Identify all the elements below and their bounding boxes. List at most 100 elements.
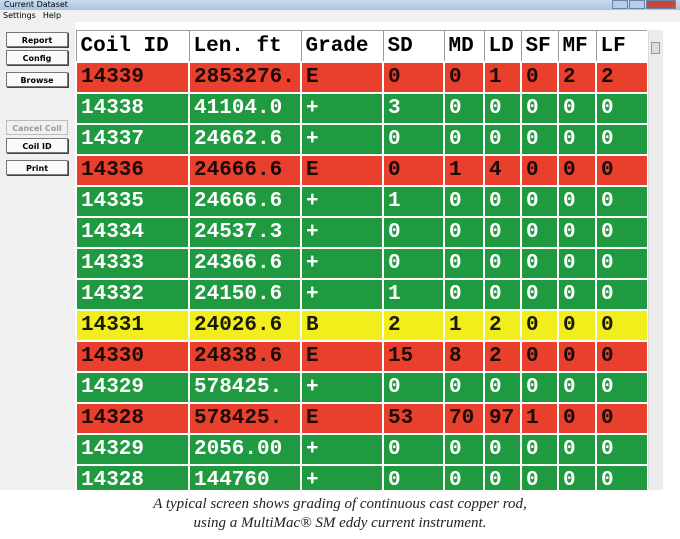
- table-cell: 0: [557, 216, 597, 249]
- table-cell: 144760: [188, 464, 302, 490]
- table-cell: 0: [382, 247, 445, 280]
- column-header[interactable]: Len. ft: [188, 30, 302, 63]
- close[interactable]: [646, 0, 676, 9]
- table-cell: +: [300, 278, 384, 311]
- side-panel: Report Config Browse Cancel Coil Coil ID Prin…: [0, 22, 75, 490]
- title-bar: Current Dataset: [0, 0, 680, 10]
- table-row[interactable]: 14339 2853276. E 0 0 1 0 2 2: [75, 61, 647, 94]
- table-cell: 578425.: [188, 371, 302, 404]
- table-cell: 3: [382, 92, 445, 125]
- table-cell: 0: [382, 371, 445, 404]
- column-header[interactable]: Grade: [300, 30, 384, 63]
- table-cell: 0: [557, 247, 597, 280]
- table-cell: +: [300, 247, 384, 280]
- table-cell: 0: [382, 433, 445, 466]
- table-cell: 14330: [75, 340, 190, 373]
- table-row[interactable]: 14336 24666.6 E 0 1 4 0 0 0: [75, 154, 647, 187]
- table-cell: 0: [443, 61, 485, 94]
- table-cell: 14332: [75, 278, 190, 311]
- scrollbar[interactable]: [648, 30, 663, 490]
- table-cell: 0: [483, 433, 522, 466]
- table-cell: 0: [557, 402, 597, 435]
- table-cell: 0: [483, 123, 522, 156]
- column-header[interactable]: LF: [595, 30, 647, 63]
- table-cell: 0: [443, 464, 485, 490]
- table-cell: 0: [557, 464, 597, 490]
- table-cell: 24662.6: [188, 123, 302, 156]
- table-cell: 0: [382, 154, 445, 187]
- column-header[interactable]: MF: [557, 30, 597, 63]
- table-row[interactable]: 14329 2056.00 +0 0 0 0 0 0: [75, 433, 647, 466]
- window-controls: [612, 0, 676, 10]
- table-cell: 0: [595, 247, 647, 280]
- table-cell: 0: [483, 247, 522, 280]
- menu-item[interactable]: Settings: [3, 11, 36, 20]
- table-cell: 15: [382, 340, 445, 373]
- table-cell: 0: [382, 123, 445, 156]
- table-cell: B: [300, 309, 384, 342]
- column-header[interactable]: SD: [382, 30, 445, 63]
- table-cell: 0: [595, 371, 647, 404]
- table-row[interactable]: 14328 144760 +0 0 0 0 0 0: [75, 464, 647, 490]
- table-cell: 24366.6: [188, 247, 302, 280]
- table-cell: 4: [483, 154, 522, 187]
- table-row[interactable]: 14331 24026.6 B 2 1 2 0 0 0: [75, 309, 647, 342]
- table-cell: 0: [557, 433, 597, 466]
- table-row[interactable]: 14330 24838.6 E 15 8 2 0 0 0: [75, 340, 647, 373]
- table-cell: 24838.6: [188, 340, 302, 373]
- table-cell: 1: [483, 61, 522, 94]
- table-cell: 0: [443, 216, 485, 249]
- table-cell: 14337: [75, 123, 190, 156]
- table-cell: 0: [443, 123, 485, 156]
- table-row[interactable]: 14332 24150.6 +1 0 0 0 0 0: [75, 278, 647, 311]
- table-row[interactable]: 14334 24537.3 +0 0 0 0 0 0: [75, 216, 647, 249]
- minimize[interactable]: [612, 0, 628, 9]
- table-cell: 0: [483, 185, 522, 218]
- table-cell: 24666.6: [188, 154, 302, 187]
- table-cell: 14333: [75, 247, 190, 280]
- table-cell: 0: [557, 309, 597, 342]
- table-cell: 14329: [75, 433, 190, 466]
- column-header[interactable]: LD: [483, 30, 522, 63]
- button[interactable]: Print: [6, 160, 68, 175]
- menu-item[interactable]: Help: [42, 11, 62, 20]
- column-header[interactable]: MD: [443, 30, 485, 63]
- column-header[interactable]: SF: [520, 30, 559, 63]
- table-cell: 0: [382, 216, 445, 249]
- button[interactable]: Report: [6, 32, 68, 47]
- table-cell: 0: [520, 185, 559, 218]
- table: Coil ID Len. ft Grade SD MD LD SF MF LF 14339 285…: [75, 30, 647, 490]
- scroll-thumb[interactable]: [651, 42, 660, 54]
- button[interactable]: Browse: [6, 72, 68, 87]
- table-cell: 0: [595, 402, 647, 435]
- table-cell: 0: [483, 371, 522, 404]
- table-row[interactable]: 14335 24666.6 +1 0 0 0 0 0: [75, 185, 647, 218]
- table-cell: 0: [595, 340, 647, 373]
- button[interactable]: Coil ID: [6, 138, 68, 153]
- table-row[interactable]: 14329 578425. +0 0 0 0 0 0: [75, 371, 647, 404]
- button[interactable]: Config: [6, 50, 68, 65]
- table-row[interactable]: 14328 578425. E 53 70 97 1 0 0: [75, 402, 647, 435]
- table-cell: 0: [520, 92, 559, 125]
- table-cell: 0: [443, 433, 485, 466]
- table-cell: 2056.00: [188, 433, 302, 466]
- table-cell: +: [300, 371, 384, 404]
- table-row[interactable]: 14337 24662.6 +0 0 0 0 0 0: [75, 123, 647, 156]
- table-cell: 0: [483, 92, 522, 125]
- column-header[interactable]: Coil ID: [75, 30, 190, 63]
- table-cell: 0: [557, 92, 597, 125]
- table-row[interactable]: 14333 24366.6 +0 0 0 0 0 0: [75, 247, 647, 280]
- table-cell: +: [300, 216, 384, 249]
- table-cell: 0: [520, 309, 559, 342]
- table-cell: +: [300, 123, 384, 156]
- table-cell: 0: [520, 278, 559, 311]
- table-cell: 14339: [75, 61, 190, 94]
- table-cell: 0: [483, 216, 522, 249]
- caption-line: A typical screen shows grading of contin…: [153, 496, 527, 512]
- maximize[interactable]: [629, 0, 645, 9]
- table-body: 14339 2853276. E 0 0 1 0 2 2 14338 41104.0 +3 0 0 0 0 0 1…: [75, 61, 647, 490]
- table-cell: 2: [382, 309, 445, 342]
- table-cell: 2: [483, 309, 522, 342]
- table-row[interactable]: 14338 41104.0 +3 0 0 0 0 0: [75, 92, 647, 125]
